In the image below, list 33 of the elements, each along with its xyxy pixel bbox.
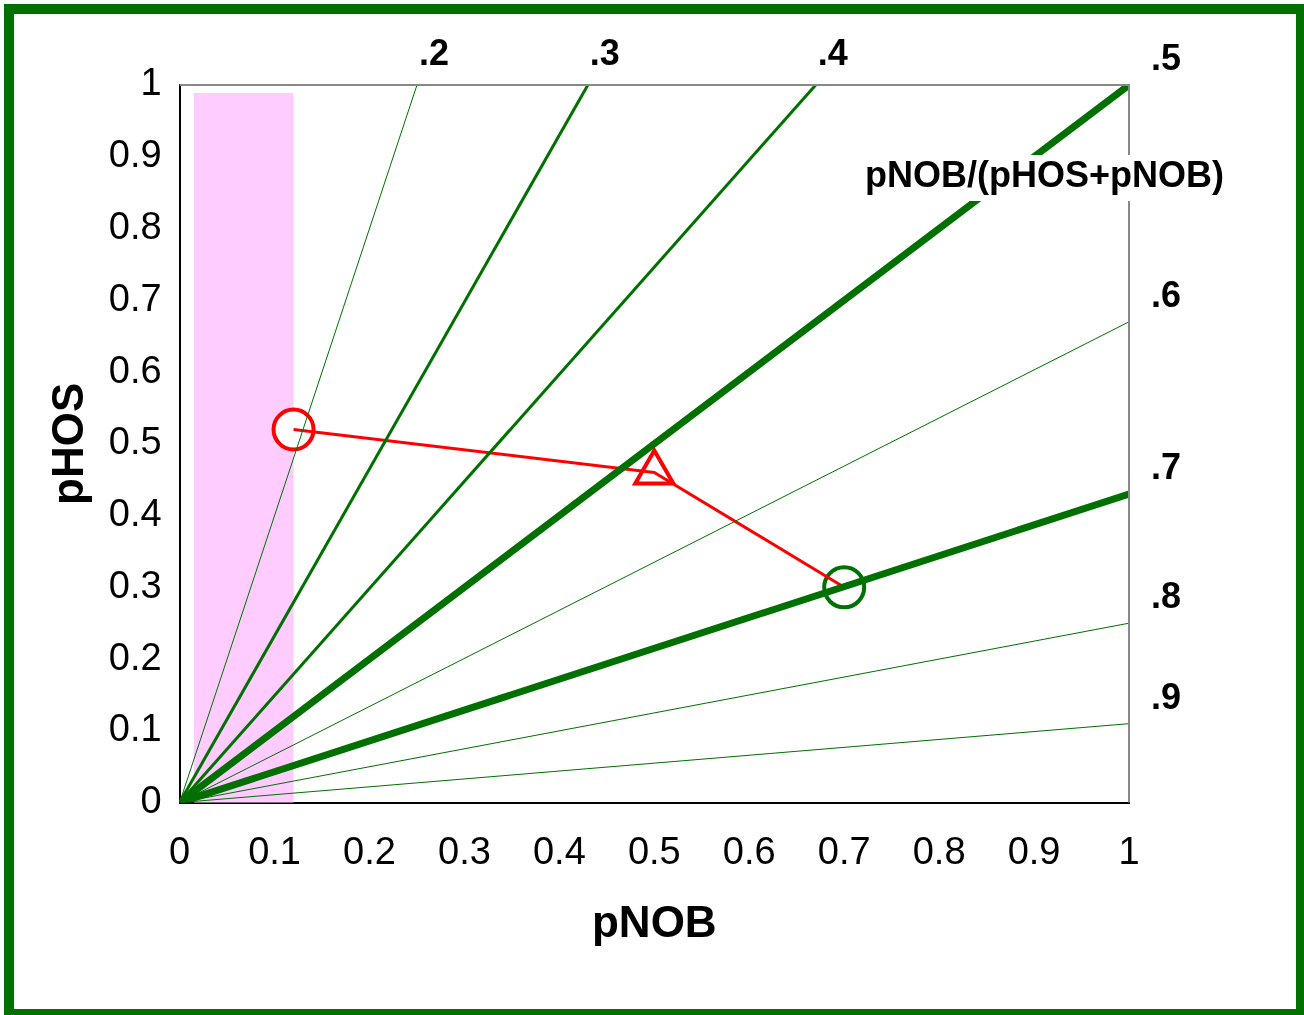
annotation: pNOB/(pHOS+pNOB) [865, 153, 1224, 195]
y-tick-label: 0 [140, 779, 162, 822]
x-tick-label: 0.2 [343, 829, 396, 872]
x-axis-title: pNOB [591, 896, 717, 946]
x-tick-label: 0.1 [248, 829, 301, 872]
y-tick-label: 0.2 [108, 635, 162, 678]
series-label: .7 [1151, 445, 1182, 487]
x-tick-label: 0.5 [627, 829, 681, 872]
x-tick-label: 0.6 [722, 829, 776, 872]
y-tick-label: 0.1 [108, 707, 162, 750]
y-tick-label: 0.9 [108, 133, 162, 176]
y-tick-label: 0.6 [108, 348, 162, 391]
y-tick-label: 1 [140, 61, 162, 104]
series-label: .3 [589, 31, 620, 73]
x-tick-label: 1 [1118, 829, 1140, 872]
y-tick-label: 0.8 [108, 205, 162, 247]
x-tick-label: 0 [169, 829, 191, 872]
series-label: .5 [1151, 36, 1182, 78]
y-axis-title: pHOS [42, 382, 92, 505]
x-tick-label: 0.9 [1007, 829, 1061, 872]
y-tick-label: 0.7 [108, 276, 162, 319]
y-tick-label: 0.3 [108, 563, 162, 606]
y-tick-label: 0.5 [108, 420, 162, 463]
x-tick-label: 0.7 [817, 829, 871, 872]
x-tick-label: 0.4 [532, 829, 586, 872]
x-tick-label: 0.3 [438, 829, 491, 872]
y-tick-label: 0.4 [108, 492, 162, 535]
series-label: .6 [1151, 273, 1182, 315]
series-label: .4 [817, 31, 848, 73]
series-label: .2 [418, 31, 449, 73]
series-label: .9 [1151, 675, 1182, 717]
series-label: .8 [1151, 575, 1182, 617]
x-tick-label: 0.8 [912, 829, 966, 872]
